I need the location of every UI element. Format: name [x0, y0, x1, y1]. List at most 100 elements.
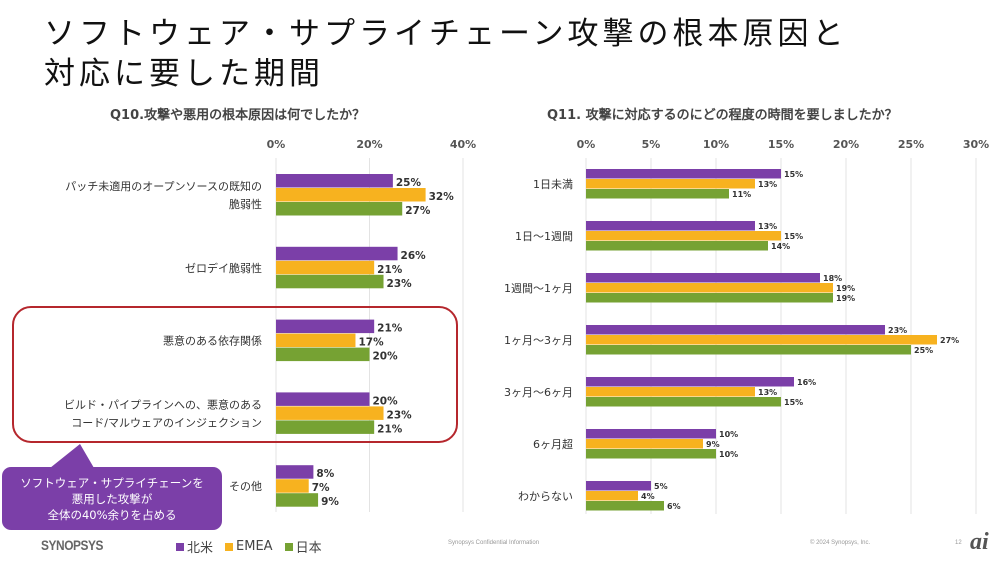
data-label: 16% [797, 378, 816, 387]
slide-title-line1: ソフトウェア・サプライチェーン攻撃の根本原因と [44, 16, 848, 52]
bar [586, 221, 755, 231]
legend-item-japan: 日本 [284, 537, 322, 556]
data-label: 15% [784, 232, 803, 241]
bar [586, 449, 716, 459]
category-label: 3ヶ月～6ヶ月 [504, 386, 573, 399]
bar [586, 293, 833, 303]
bar [276, 420, 375, 434]
q11-chart-title: Q11. 攻撃に対応するのにどの程度の時間を要しましたか？ [547, 108, 898, 123]
x-tick-label: 30% [963, 138, 989, 151]
x-tick-label: 0% [267, 138, 286, 151]
bar [276, 333, 356, 348]
q11-chart: 0% 5% 10% 15% 20% 25% 30% 1日未満 15% 13% 11% 1日～1週間 13… [504, 138, 989, 514]
legend: 北米 EMEA 日本 [176, 537, 322, 556]
data-label: 23% [387, 278, 413, 290]
bar [276, 274, 384, 289]
data-label: 14% [771, 242, 790, 251]
page-number: 12 [955, 540, 962, 546]
data-label: 4% [641, 492, 655, 501]
category-label: パッチ未適用のオープンソースの既知の [65, 179, 262, 193]
x-tick-label: 5% [642, 138, 661, 151]
bar [586, 325, 885, 335]
data-label: 19% [836, 284, 855, 293]
highlight-box [12, 306, 458, 443]
bar [586, 429, 716, 439]
data-label: 17% [358, 337, 384, 349]
bar [586, 241, 768, 251]
legend-item-emea: EMEA [225, 539, 273, 554]
category-label: ゼロデイ脆弱性 [185, 261, 262, 275]
data-label: 7% [312, 482, 330, 494]
category-label: 1日未満 [533, 178, 573, 191]
bar [586, 231, 781, 241]
legend-swatch [225, 542, 234, 551]
x-tick-label: 20% [356, 138, 382, 151]
bar [586, 335, 937, 345]
bar [586, 189, 729, 199]
bar [276, 479, 309, 493]
bar [276, 174, 393, 188]
callout-box: ソフトウェア・サプライチェーンを 悪用した攻撃が 全体の40%余りを占める [2, 467, 222, 530]
data-label: 9% [321, 496, 339, 508]
data-label: 21% [377, 423, 403, 435]
slide-title-line2: 対応に要した期間 [44, 56, 324, 92]
bar [586, 273, 820, 283]
category-label: コード/マルウェアのインジェクション [71, 416, 262, 429]
bar [276, 188, 426, 202]
bar [276, 493, 319, 507]
bar [586, 501, 664, 511]
data-label: 26% [401, 250, 427, 262]
bar [586, 283, 833, 293]
category-label: 1ヶ月～3ヶ月 [504, 334, 573, 347]
bar [276, 319, 375, 334]
data-label: 13% [758, 222, 777, 231]
bar [586, 179, 755, 189]
bar [276, 406, 384, 420]
bar [276, 260, 375, 275]
bar [586, 345, 911, 355]
callout-line: 全体の40%余りを占める [47, 507, 177, 522]
x-tick-label: 15% [768, 138, 794, 151]
bar [586, 377, 794, 387]
x-tick-label: 10% [703, 138, 729, 151]
bar [276, 202, 403, 216]
bar [586, 481, 651, 491]
slide-title: ソフトウェア・サプライチェーン攻撃の根本原因と 対応に要した期間 [44, 14, 847, 94]
data-label: 10% [719, 450, 738, 459]
data-label: 11% [732, 190, 751, 199]
data-label: 27% [940, 336, 959, 345]
data-label: 23% [387, 409, 413, 421]
category-label: わからない [518, 490, 573, 503]
data-label: 10% [719, 430, 738, 439]
data-label: 32% [429, 191, 455, 203]
bar [276, 347, 370, 362]
confidential-notice: Synopsys Confidential Information [448, 540, 540, 546]
category-label: 脆弱性 [229, 197, 262, 211]
data-label: 27% [405, 205, 431, 217]
data-label: 25% [396, 177, 422, 189]
category-label: 悪意のある依存関係 [163, 334, 262, 348]
data-label: 13% [758, 388, 777, 397]
bar [586, 169, 781, 179]
category-label: 6ヶ月超 [533, 437, 573, 451]
data-label: 15% [784, 398, 803, 407]
data-label: 15% [784, 170, 803, 179]
callout-pointer [50, 444, 94, 468]
data-label: 20% [373, 351, 399, 363]
bar [586, 397, 781, 407]
data-label: 6% [667, 502, 681, 511]
bar [276, 392, 370, 406]
callout-line: ソフトウェア・サプライチェーンを [20, 475, 204, 490]
data-label: 21% [377, 323, 403, 335]
data-label: 25% [914, 346, 933, 355]
data-label: 19% [836, 294, 855, 303]
category-label: 1週間～1ヶ月 [504, 282, 573, 295]
data-label: 5% [654, 482, 668, 491]
x-tick-label: 25% [898, 138, 924, 151]
watermark-logo: ai [970, 529, 989, 555]
bar [276, 246, 398, 261]
legend-swatch [284, 542, 293, 551]
data-label: 21% [377, 264, 403, 276]
legend-item-north-america: 北米 [176, 537, 213, 556]
